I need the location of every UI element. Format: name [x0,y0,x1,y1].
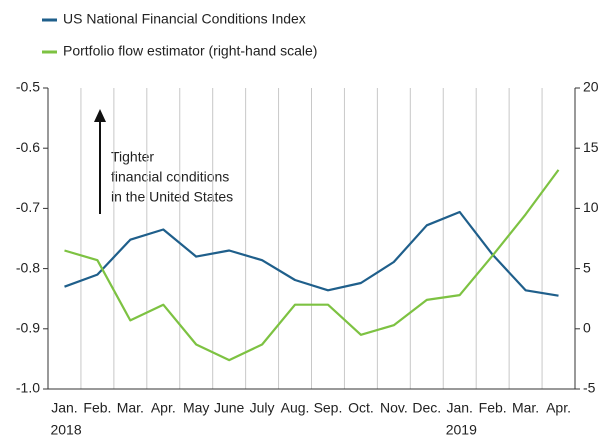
x-tick-label: Mar. [117,400,144,416]
x-tick-label: Aug. [281,400,310,416]
x-year-label: 2018 [50,422,81,438]
x-year-label: 2019 [446,422,477,438]
x-tick-label: Mar. [512,400,539,416]
y2-tick-label: -5 [583,380,596,396]
x-tick-label: Apr. [546,400,571,416]
arrow-head [94,109,106,122]
legend-label: Portfolio flow estimator (right-hand sca… [63,43,317,59]
annotation-text: financial conditions [111,169,229,185]
y-tick-label: -1.0 [16,380,40,396]
y-tick-label: -0.5 [16,79,40,95]
x-tick-label: May [183,400,209,416]
y2-tick-label: 0 [583,320,591,336]
legend-label: US National Financial Conditions Index [63,11,306,27]
y2-tick-label: 15 [583,139,599,155]
y-tick-label: -0.7 [16,199,40,215]
x-tick-label: Apr. [151,400,176,416]
y-tick-label: -0.9 [16,320,40,336]
x-tick-label: Jan. [446,400,472,416]
x-tick-label: Dec. [412,400,441,416]
x-tick-label: July [250,400,275,416]
x-tick-label: Oct. [348,400,374,416]
x-tick-label: Feb. [83,400,111,416]
x-tick-label: Jan. [51,400,77,416]
y-tick-label: -0.8 [16,259,40,275]
x-tick-label: Sep. [314,400,343,416]
annotation: Tighter financial conditions in the Unit… [94,109,233,214]
annotation-text: Tighter [111,149,154,165]
series-line [64,169,560,362]
series-line [64,210,559,297]
y2-tick-label: 10 [583,199,599,215]
x-tick-label: June [214,400,245,416]
x-tick-label: Nov. [380,400,408,416]
y-tick-label: -0.6 [16,139,40,155]
x-tick-label: Feb. [479,400,507,416]
y2-tick-label: 5 [583,259,591,275]
annotation-text: in the United States [111,189,233,205]
y2-tick-label: 20 [583,79,599,95]
